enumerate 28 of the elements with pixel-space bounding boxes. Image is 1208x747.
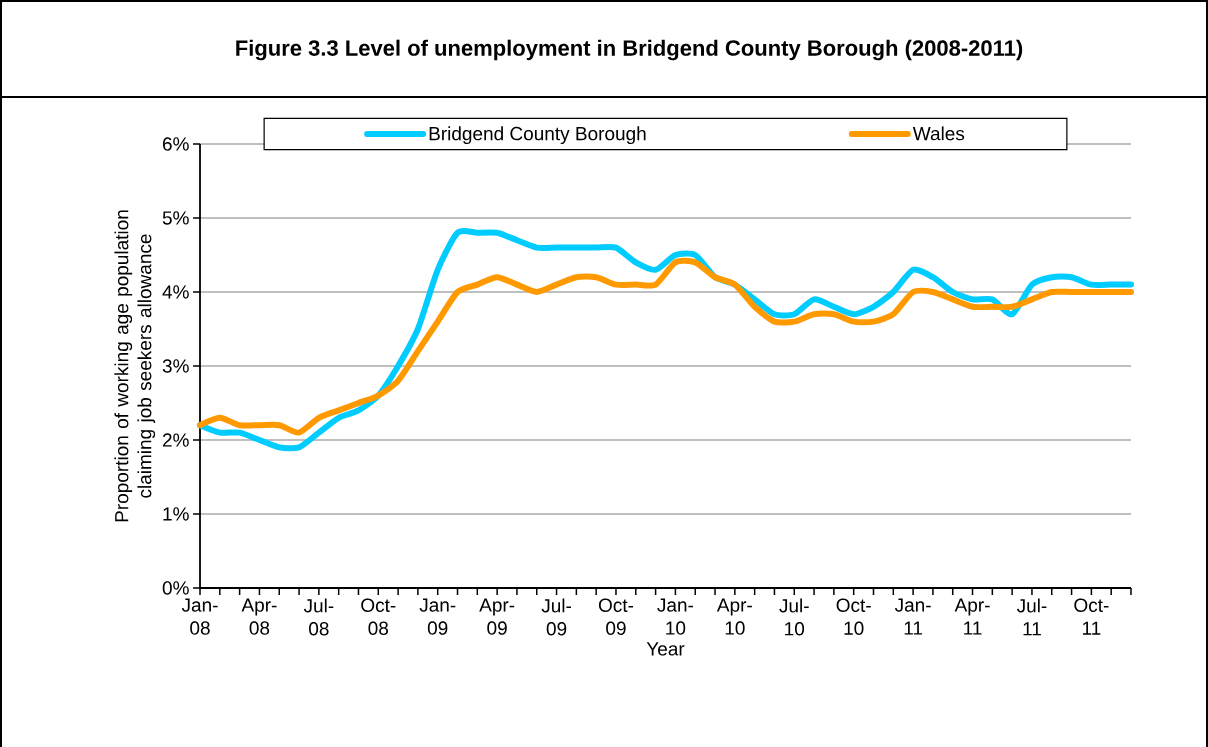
x-tick-label: Oct-11 [1074, 598, 1109, 635]
x-tick-label: Jan-09 [419, 598, 456, 635]
y-tick-label: 2% [162, 433, 189, 447]
x-tick-label: Oct-10 [836, 598, 871, 635]
x-axis-title: Year [646, 642, 685, 656]
y-tick-label: 3% [162, 359, 189, 373]
x-tick-label: Oct-09 [598, 598, 634, 635]
y-tick-label: 5% [162, 211, 189, 225]
legend-label: Wales [912, 126, 965, 141]
y-tick-label: 1% [163, 507, 189, 521]
chart-title: Figure 3.3 Level of unemployment in Bridgend County Borough (2008-2011) [236, 39, 1023, 61]
x-tick-label: Jan-08 [181, 598, 218, 635]
x-tick-label: Jan-10 [657, 598, 694, 635]
x-tick-label: Jul-09 [541, 598, 572, 636]
x-tick-label: Apr-10 [716, 598, 752, 635]
x-tick-label: Apr-11 [954, 598, 990, 635]
x-tick-label: Jul-08 [303, 598, 334, 636]
y-axis-title: Proportion of working age population claiming job seekers allowance [114, 210, 156, 522]
x-tick-label: Jan-11 [894, 598, 931, 635]
y-tick-label: 0% [162, 581, 189, 595]
x-tick-label: Oct-08 [361, 598, 396, 635]
x-tick-label: Apr-09 [479, 598, 515, 635]
x-tick-label: Apr-08 [241, 598, 277, 635]
y-tick-label: 6% [162, 137, 189, 151]
x-tick-label: Jul-11 [1016, 598, 1047, 636]
x-tick-label: Jul-10 [779, 598, 809, 636]
legend-label: Bridgend County Borough [429, 126, 646, 145]
y-tick-label: 4% [162, 285, 189, 299]
